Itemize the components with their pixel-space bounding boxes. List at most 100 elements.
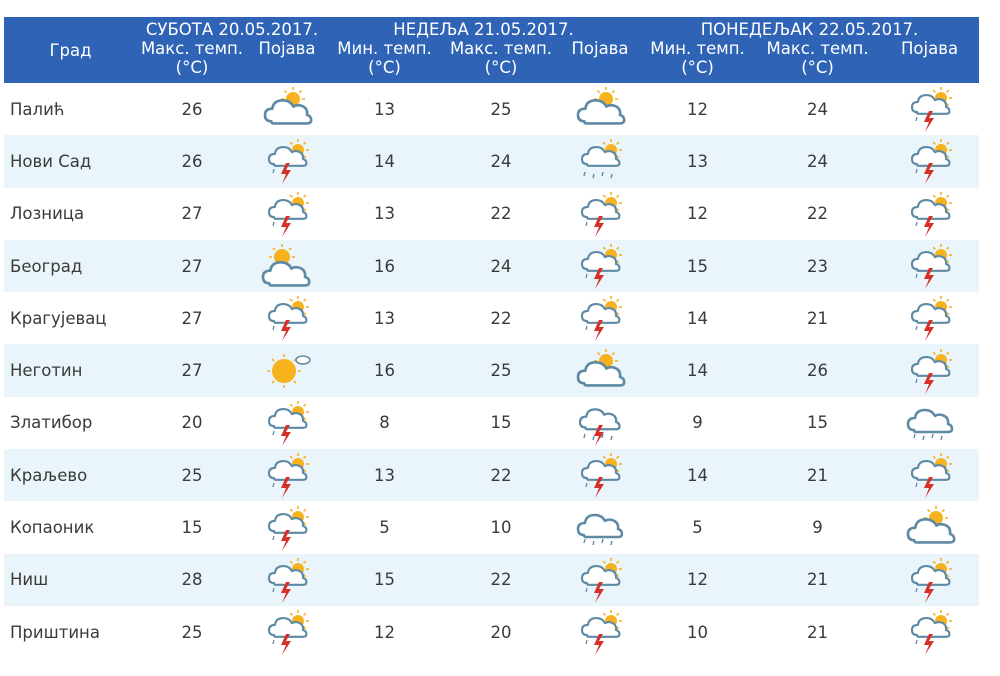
min-temp-cell: 13 bbox=[640, 135, 756, 188]
max-temp-cell: 21 bbox=[807, 308, 829, 328]
thunderstorm-icon bbox=[570, 452, 630, 499]
max-temp-cell: 22 bbox=[807, 204, 829, 224]
city-cell: Палић bbox=[10, 99, 65, 119]
min-temp-cell: 13 bbox=[374, 99, 395, 119]
city-cell: Златибор bbox=[10, 413, 93, 433]
rain-cloud-icon bbox=[900, 400, 960, 446]
table-row: Крагујевац 27 13 22 14 21 bbox=[4, 292, 979, 344]
weather-icon-cell bbox=[880, 135, 980, 188]
max-temp-cell: 22 bbox=[442, 449, 560, 502]
min-temp-cell: 12 bbox=[374, 622, 395, 642]
min-temp-cell: 5 bbox=[692, 518, 703, 538]
max-temp-cell: 15 bbox=[807, 413, 829, 433]
header-col-min-temp: Мин. темп. (°C) bbox=[327, 39, 442, 83]
min-temp-cell: 12 bbox=[687, 204, 709, 224]
city-cell: Крагујевац bbox=[10, 308, 107, 328]
max-temp-cell: 21 bbox=[755, 449, 881, 502]
rain-cloud-icon bbox=[570, 505, 630, 551]
thunderstorm-icon bbox=[257, 557, 317, 603]
min-temp-cell: 15 bbox=[640, 239, 756, 293]
weather-icon-cell bbox=[247, 501, 327, 553]
table-header: Град СУБОТА 20.05.2017. НЕДЕЉА 21.05.201… bbox=[4, 17, 980, 83]
min-temp-cell: 9 bbox=[692, 413, 703, 433]
thunderstorm-icon bbox=[257, 138, 317, 185]
weather-icon-cell bbox=[247, 292, 327, 344]
weather-icon-cell bbox=[560, 449, 641, 502]
weather-icon-cell bbox=[560, 344, 641, 397]
weather-icon-cell bbox=[880, 83, 979, 135]
max-temp-cell: 22 bbox=[490, 308, 512, 328]
header-col-max-temp: Макс. темп. (°C) bbox=[755, 39, 881, 83]
thunderstorm-icon bbox=[570, 295, 630, 342]
city-cell: Приштина bbox=[10, 622, 100, 642]
table-row: Лозница 27 13 22 12 22 bbox=[4, 188, 979, 240]
forecast-table: Град СУБОТА 20.05.2017. НЕДЕЉА 21.05.201… bbox=[4, 17, 980, 658]
min-temp-cell: 12 bbox=[687, 99, 709, 119]
max-temp-cell: 24 bbox=[442, 239, 560, 293]
thunderstorm-icon bbox=[900, 452, 960, 499]
header-col-phenomenon: Појава bbox=[247, 39, 327, 83]
table-body: Палић 26 13 25 12 24 Нови Сад 26 14 24 13 24 Л… bbox=[4, 83, 980, 658]
weather-icon-cell bbox=[560, 135, 641, 188]
partly-cloudy-icon bbox=[570, 348, 630, 394]
thunderstorm-icon bbox=[570, 243, 630, 290]
weather-icon-cell bbox=[560, 292, 640, 344]
forecast-table-wrapper: Град СУБОТА 20.05.2017. НЕДЕЉА 21.05.201… bbox=[4, 17, 980, 658]
thunderstorm-icon bbox=[900, 138, 960, 185]
partly-cloudy-icon bbox=[257, 86, 317, 132]
header-day-sunday: НЕДЕЉА 21.05.2017. bbox=[327, 17, 641, 39]
table-row: Ниш 28 15 22 12 21 bbox=[4, 553, 980, 606]
header-col-max-temp: Макс. темп. (°C) bbox=[137, 39, 247, 83]
city-cell: Копаоник bbox=[10, 518, 95, 538]
weather-icon-cell bbox=[560, 83, 640, 135]
min-temp-cell: 16 bbox=[327, 344, 442, 397]
sunny-icon bbox=[257, 348, 317, 394]
max-temp-cell: 21 bbox=[755, 553, 881, 606]
min-temp-cell: 16 bbox=[327, 239, 442, 293]
weather-icon-cell bbox=[880, 292, 979, 344]
partly-cloudy-icon bbox=[900, 505, 960, 551]
weather-icon-cell bbox=[880, 239, 980, 293]
weather-icon-cell bbox=[560, 188, 640, 240]
thunderstorm-icon bbox=[570, 191, 630, 237]
max-temp-cell: 20 bbox=[490, 622, 512, 642]
storm-cloud-icon bbox=[570, 400, 630, 446]
header-day-monday: ПОНЕДЕЉАК 22.05.2017. bbox=[640, 17, 980, 39]
table-row: Београд 27 16 24 15 23 bbox=[4, 239, 980, 293]
city-cell: Ниш bbox=[4, 553, 137, 606]
thunderstorm-icon bbox=[257, 452, 317, 499]
max-temp-cell: 25 bbox=[490, 99, 512, 119]
city-cell: Нови Сад bbox=[4, 135, 137, 188]
weather-icon-cell bbox=[247, 553, 327, 606]
table-row: Краљево 25 13 22 14 21 bbox=[4, 449, 980, 502]
max-temp-cell: 22 bbox=[442, 553, 560, 606]
thunderstorm-icon bbox=[900, 191, 960, 237]
max-temp-cell: 26 bbox=[137, 135, 247, 188]
partly-cloudy-icon bbox=[570, 86, 630, 132]
weather-icon-cell bbox=[560, 606, 640, 658]
thunderstorm-icon bbox=[900, 243, 960, 290]
weather-icon-cell bbox=[880, 606, 979, 658]
thunderstorm-icon bbox=[257, 609, 317, 656]
min-temp-cell: 13 bbox=[327, 449, 442, 502]
min-temp-cell: 14 bbox=[327, 135, 442, 188]
max-temp-cell: 15 bbox=[181, 518, 203, 538]
table-row: Палић 26 13 25 12 24 bbox=[4, 83, 979, 135]
header-col-max-temp: Макс. темп. (°C) bbox=[442, 39, 560, 83]
header-city: Град bbox=[4, 17, 137, 83]
weather-icon-cell bbox=[880, 188, 979, 240]
min-temp-cell: 13 bbox=[374, 308, 395, 328]
thunderstorm-icon bbox=[900, 557, 960, 603]
max-temp-cell: 24 bbox=[807, 99, 829, 119]
city-cell: Београд bbox=[4, 239, 137, 293]
table-row: Златибор 20 8 15 9 15 bbox=[4, 397, 979, 449]
table-row: Неготин 27 16 25 14 26 bbox=[4, 344, 980, 397]
weather-icon-cell bbox=[880, 344, 980, 397]
weather-icon-cell bbox=[247, 449, 327, 502]
max-temp-cell: 21 bbox=[807, 622, 829, 642]
city-cell: Лозница bbox=[10, 204, 85, 224]
min-temp-cell: 13 bbox=[374, 204, 395, 224]
max-temp-cell: 27 bbox=[137, 344, 247, 397]
weather-icon-cell bbox=[247, 135, 327, 188]
weather-icon-cell bbox=[247, 606, 327, 658]
